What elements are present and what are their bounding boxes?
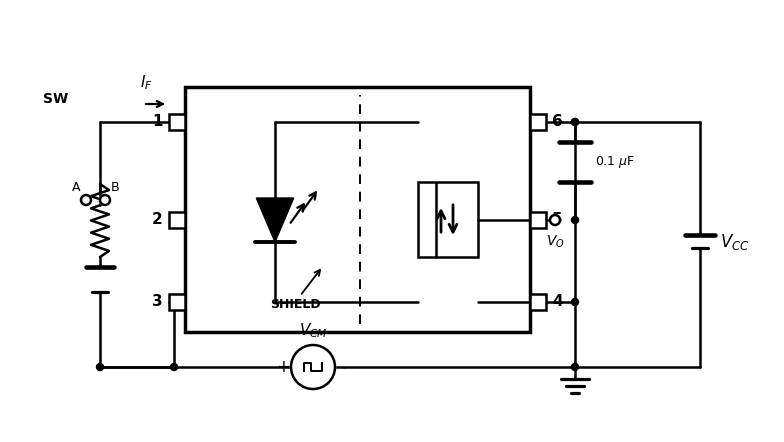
FancyBboxPatch shape <box>185 87 530 332</box>
FancyBboxPatch shape <box>169 212 185 228</box>
Text: $V_{CM}$: $V_{CM}$ <box>299 321 328 340</box>
Text: 5: 5 <box>552 213 563 228</box>
FancyBboxPatch shape <box>418 182 478 257</box>
Circle shape <box>100 195 110 205</box>
FancyBboxPatch shape <box>169 114 185 130</box>
Text: 1: 1 <box>153 114 163 130</box>
Text: SHIELD: SHIELD <box>270 297 321 310</box>
Text: 3: 3 <box>152 294 163 309</box>
Circle shape <box>572 298 579 305</box>
Text: -: - <box>340 358 346 376</box>
Circle shape <box>572 217 579 224</box>
Text: 0.1 $\mu$F: 0.1 $\mu$F <box>595 154 635 170</box>
Circle shape <box>291 345 335 389</box>
Text: $V_{CC}$: $V_{CC}$ <box>720 232 750 251</box>
Circle shape <box>550 215 560 225</box>
Circle shape <box>96 363 103 370</box>
Circle shape <box>572 363 579 370</box>
Text: A: A <box>72 181 80 194</box>
Circle shape <box>572 118 579 126</box>
Text: $V_O$: $V_O$ <box>546 234 564 251</box>
Text: B: B <box>111 181 119 194</box>
Text: $I_F$: $I_F$ <box>140 73 152 92</box>
Text: +: + <box>276 358 290 376</box>
Circle shape <box>81 195 91 205</box>
Text: 6: 6 <box>552 114 563 130</box>
Circle shape <box>572 118 579 126</box>
Polygon shape <box>256 198 294 242</box>
Text: 2: 2 <box>152 213 163 228</box>
Circle shape <box>170 363 177 370</box>
Text: SW: SW <box>43 92 69 106</box>
FancyBboxPatch shape <box>169 294 185 310</box>
FancyBboxPatch shape <box>530 114 546 130</box>
FancyBboxPatch shape <box>530 294 546 310</box>
FancyBboxPatch shape <box>530 212 546 228</box>
Text: 4: 4 <box>552 294 563 309</box>
